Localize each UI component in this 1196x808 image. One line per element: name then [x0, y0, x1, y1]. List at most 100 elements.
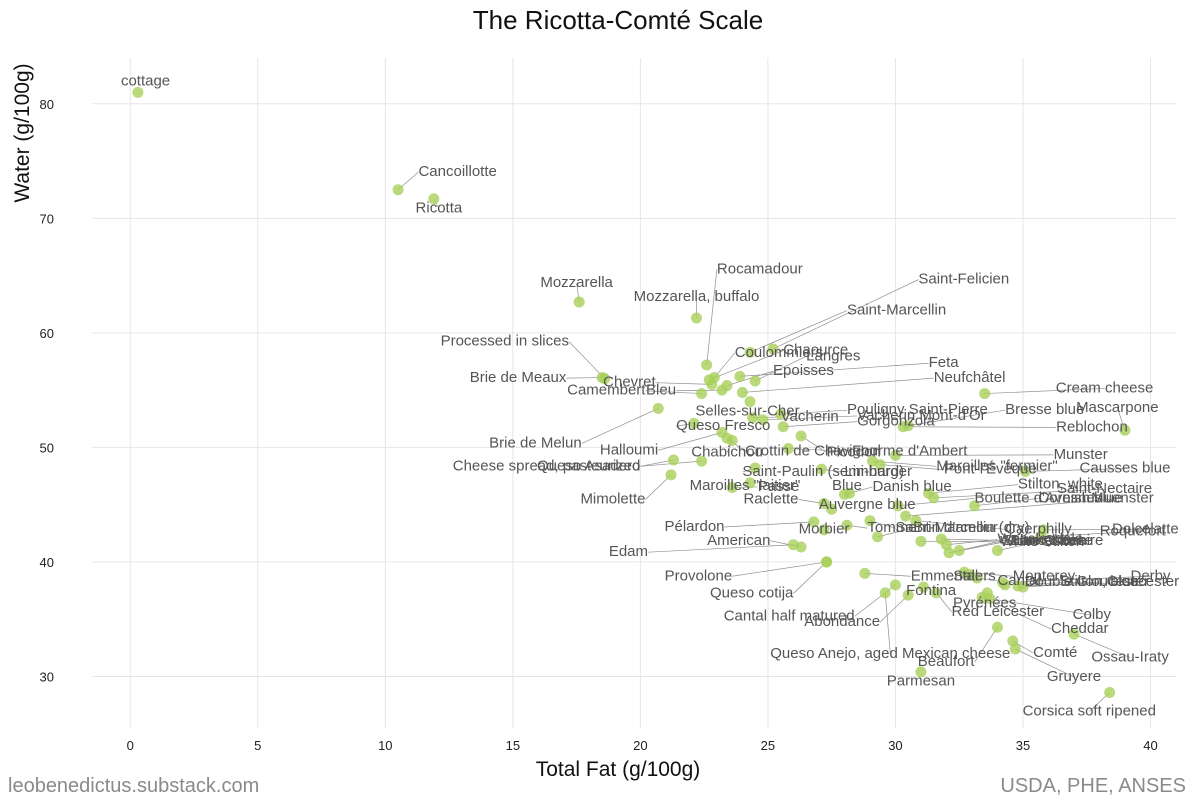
- leader-line: [982, 597, 1052, 630]
- point-label: Langres: [806, 347, 860, 364]
- point-label: Picodon: [827, 444, 881, 461]
- data-point: [787, 539, 799, 551]
- point-label: Vacherin Mont-d'Or: [857, 407, 985, 424]
- point-label: Chaource: [783, 342, 848, 359]
- point-label: Chabichou: [691, 444, 763, 461]
- point-label: Pyrénées: [953, 595, 1016, 612]
- point-label: Limburger: [844, 463, 912, 480]
- point-label: Saint-Marcellin: [847, 302, 946, 319]
- data-point: [826, 503, 838, 515]
- point-label: Vacherin: [781, 408, 839, 425]
- data-point: [688, 417, 700, 429]
- point-label: Maroilles "fermier": [936, 457, 1058, 474]
- data-point: [782, 443, 794, 455]
- point-label: Stilton: [1003, 532, 1045, 549]
- point-label: Stilton, white: [1018, 476, 1103, 493]
- x-tick-label: 35: [1016, 738, 1030, 753]
- chart-title: The Ricotta-Comté Scale: [473, 5, 763, 35]
- leader-line: [908, 409, 1006, 426]
- point-label: Cantal: [997, 572, 1040, 589]
- data-point: [734, 370, 746, 382]
- data-point: [864, 515, 876, 527]
- point-label: Ricotta: [416, 200, 463, 217]
- data-point: [749, 375, 761, 387]
- point-label: American: [707, 532, 770, 549]
- leader-line: [640, 459, 674, 467]
- point-label: Maroilles "laitier": [690, 477, 801, 494]
- data-point: [902, 589, 914, 601]
- point-label: Brie de Meaux: [470, 369, 567, 386]
- leader-line: [706, 269, 718, 365]
- point-label: Coulommiers: [735, 344, 823, 361]
- leader-line: [989, 598, 1092, 616]
- point-label: Mozzarella, buffalo: [634, 288, 760, 305]
- point-label: Camembert: [567, 382, 646, 399]
- data-point: [838, 488, 850, 500]
- point-label: Blue: [832, 477, 862, 494]
- point-label: White Stilton: [1000, 533, 1084, 550]
- y-tick-label: 60: [40, 326, 54, 341]
- data-point: [1119, 424, 1131, 436]
- data-point: [736, 386, 748, 398]
- data-point: [716, 384, 728, 396]
- x-tick-label: 5: [254, 738, 261, 753]
- data-point: [971, 572, 983, 584]
- point-label: Queso Fresco: [676, 417, 770, 434]
- data-point: [392, 184, 404, 196]
- leader-lines: [397, 171, 1151, 712]
- data-point: [726, 481, 738, 493]
- footer-data-sources: USDA, PHE, ANSES: [1000, 775, 1186, 797]
- leader-line: [1043, 528, 1146, 531]
- point-label: Emmental: [911, 567, 979, 584]
- data-point: [815, 463, 827, 475]
- point-label: Monterey: [1013, 567, 1076, 584]
- data-point: [943, 547, 955, 559]
- leader-line: [658, 432, 723, 451]
- x-tick-label: 30: [888, 738, 902, 753]
- point-label: Bleu: [646, 382, 676, 399]
- data-point: [872, 531, 884, 543]
- y-tick-label: 50: [40, 440, 54, 455]
- point-label: Processed in slices: [441, 332, 569, 349]
- point-label: Halloumi: [600, 441, 658, 458]
- leader-line: [933, 488, 1105, 499]
- leader-line: [884, 592, 891, 655]
- point-label: Selles-sur-Cher: [695, 402, 799, 419]
- x-tick-label: 20: [633, 738, 647, 753]
- data-point: [976, 591, 988, 603]
- data-point: [1020, 465, 1032, 477]
- point-label: Neufchâtel: [934, 369, 1006, 386]
- leader-line: [877, 527, 914, 538]
- data-point: [701, 359, 713, 371]
- leader-line: [783, 421, 858, 428]
- data-point: [1009, 643, 1021, 655]
- point-label: Saint-Marcellin (dry): [895, 519, 1029, 536]
- y-axis-label: Water (g/100g): [11, 63, 34, 202]
- data-points: [132, 86, 1131, 698]
- data-point: [690, 312, 702, 324]
- data-point: [1012, 580, 1024, 592]
- data-point: [930, 587, 942, 599]
- data-point: [747, 412, 759, 424]
- point-label: Dolcelatte: [1112, 520, 1179, 537]
- leader-line: [1040, 531, 1133, 538]
- data-point: [917, 581, 929, 593]
- leader-line: [1025, 468, 1125, 472]
- leader-line: [648, 544, 794, 553]
- leader-line: [920, 540, 1001, 543]
- point-label: Bresse blue: [1005, 401, 1084, 418]
- point-label: Cantal half matured: [724, 607, 855, 624]
- leader-line: [905, 498, 1123, 517]
- point-label: Red Leicester: [952, 603, 1045, 620]
- point-label: Queso Asadero: [537, 457, 640, 474]
- data-point: [652, 402, 664, 414]
- leader-line: [895, 454, 1054, 456]
- point-labels: cottage Cancoillotte Ricotta Mozzarella Mozz…: [121, 72, 1179, 719]
- x-tick-label: 0: [127, 738, 134, 753]
- leader-line: [755, 356, 807, 382]
- point-label: Derby: [1130, 567, 1171, 584]
- point-label: Comté: [1033, 644, 1077, 661]
- leader-line: [984, 388, 1105, 394]
- axis-ticks: 0 5 10 15 20 25 30 35 40 30 40 50 60 70 80: [40, 97, 1158, 753]
